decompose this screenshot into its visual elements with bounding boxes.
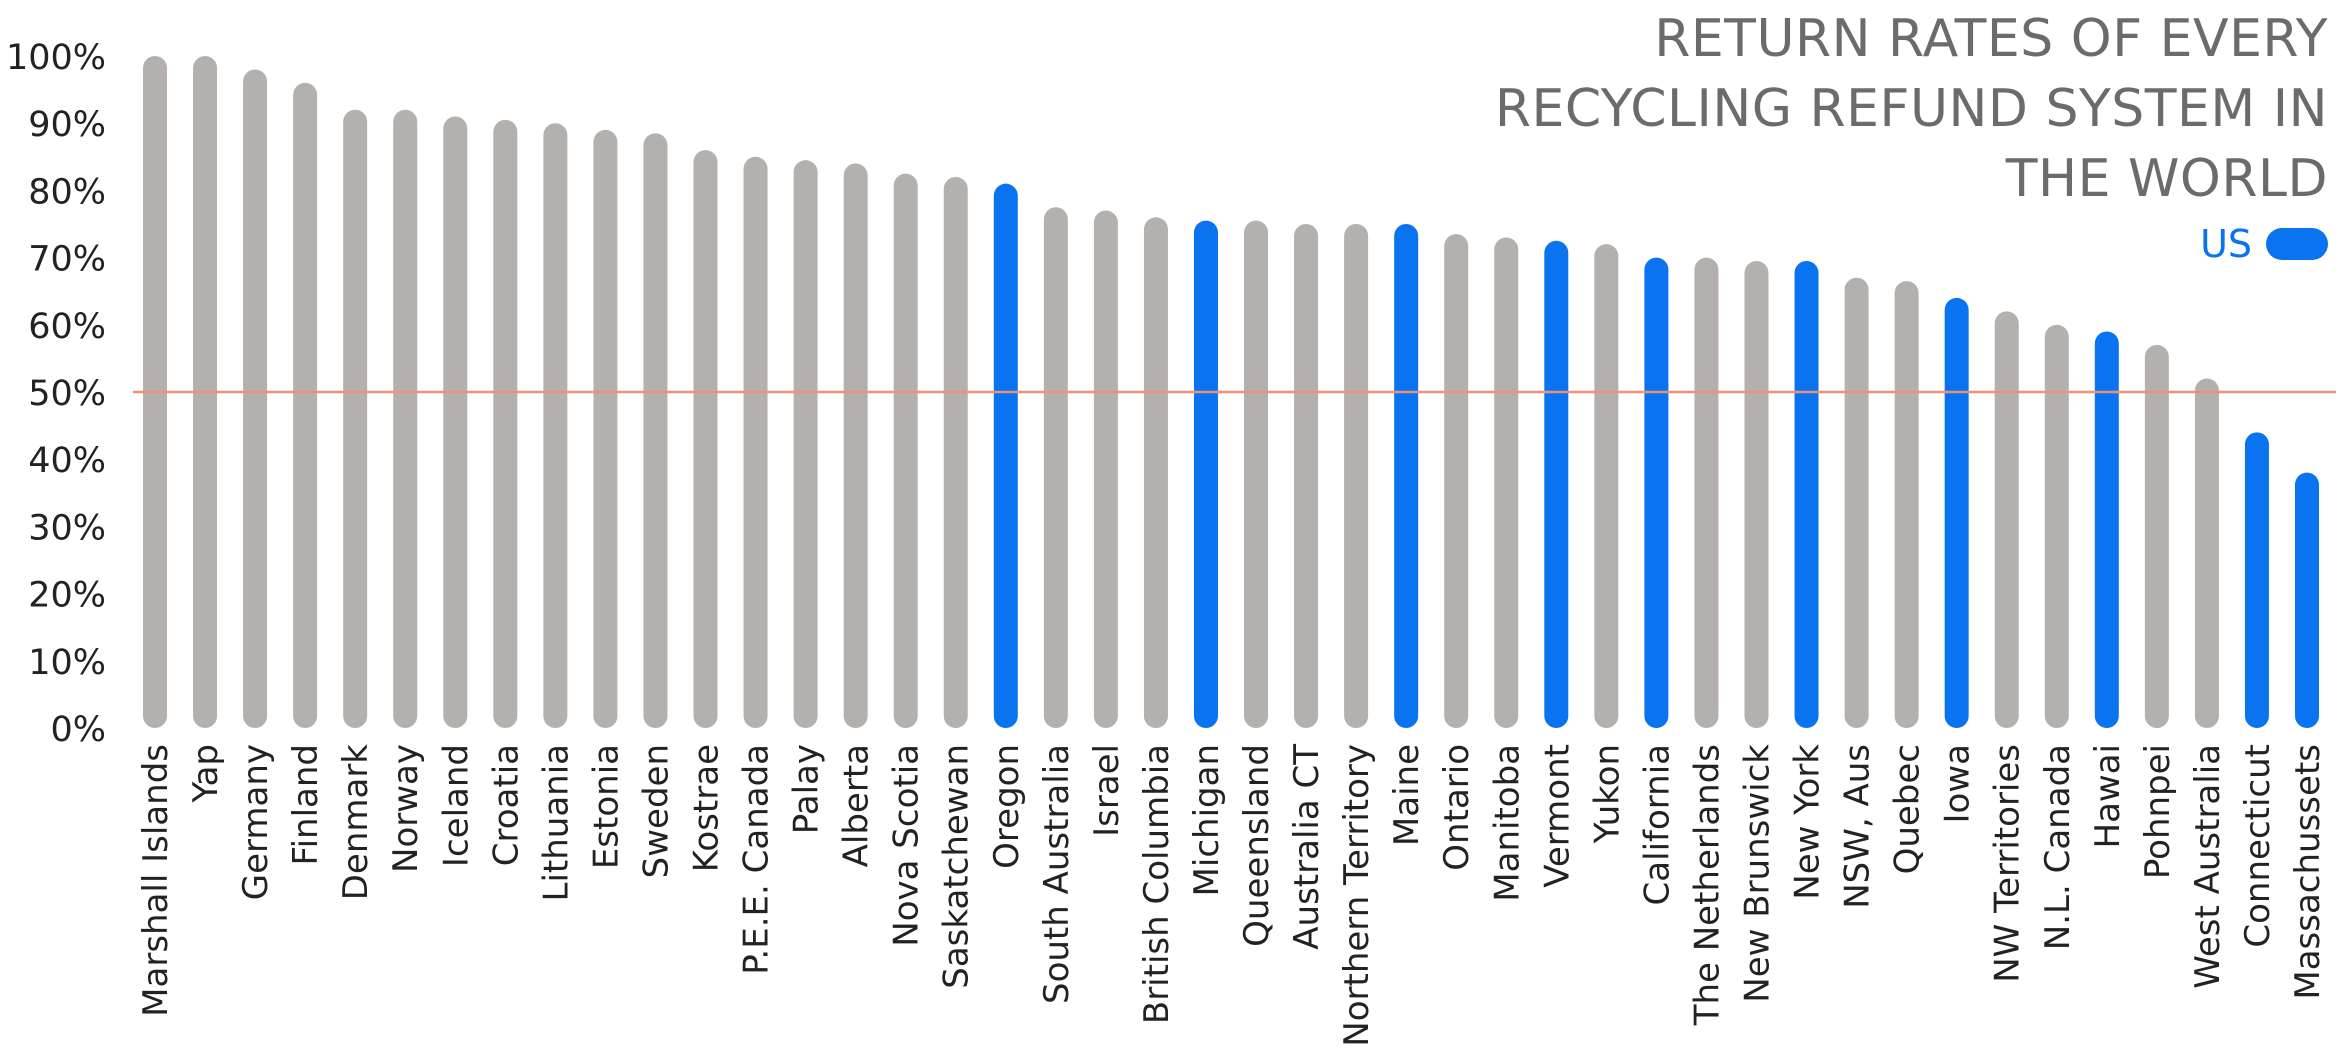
title-line-1: RETURN RATES OF EVERY [1654, 9, 2328, 69]
y-tick-label: 30% [28, 508, 106, 548]
x-tick-label: Manitoba [1487, 744, 1527, 902]
y-tick-label: 90% [28, 105, 106, 145]
y-tick-label: 70% [28, 240, 106, 280]
x-tick-label: The Netherlands [1687, 744, 1727, 1026]
x-tick-label: Marshall Islands [136, 744, 176, 1017]
x-tick-label: Palay [787, 744, 827, 834]
x-tick-label: Alberta [837, 744, 877, 867]
x-tick-label: Oregon [987, 744, 1027, 869]
chart-title: RETURN RATES OF EVERY RECYCLING REFUND S… [1428, 4, 2328, 214]
x-tick-label: Lithuania [536, 744, 576, 901]
y-tick-label: 80% [28, 172, 106, 212]
x-tick-label: Massachussets [2288, 744, 2328, 1000]
x-tick-label: N.L. Canada [2038, 744, 2078, 950]
x-tick-label: Estonia [586, 744, 626, 869]
y-tick-label: 100% [6, 38, 106, 78]
legend-swatch-us [2266, 228, 2328, 260]
x-tick-label: Pohnpei [2138, 744, 2178, 879]
x-axis: Marshall Islands Yap Germany Finland Denmark… [136, 744, 2328, 1047]
x-tick-label: Yukon [1587, 744, 1627, 844]
x-tick-label: NW Territories [1988, 744, 2028, 983]
x-tick-label: Kostrae [687, 744, 727, 872]
x-tick-label: Israel [1087, 744, 1127, 837]
x-tick-label: Germany [236, 744, 276, 900]
x-tick-label: Ontario [1437, 744, 1477, 871]
x-tick-label: New York [1788, 744, 1828, 900]
title-line-3: THE WORLD [2005, 149, 2328, 209]
x-tick-label: West Australia [2188, 744, 2228, 989]
x-tick-label: Saskatchewan [937, 744, 977, 989]
x-tick-label: Finland [286, 744, 326, 866]
y-axis: 0% 10% 20% 30% 40% 50% 60% 70% 80% 90% 100% [6, 38, 106, 750]
x-tick-label: Quebec [1888, 744, 1928, 874]
y-tick-label: 0% [50, 710, 106, 750]
x-tick-label: South Australia [1037, 744, 1077, 1004]
x-tick-label: Northern Territory [1337, 744, 1377, 1047]
x-tick-label: Hawai [2088, 744, 2128, 849]
y-tick-label: 10% [28, 643, 106, 683]
x-tick-label: Michigan [1187, 744, 1227, 896]
x-tick-label: P.E.E. Canada [737, 744, 777, 975]
x-tick-label: California [1637, 744, 1677, 905]
x-tick-label: New Brunswick [1737, 744, 1777, 1003]
x-tick-label: Iceland [436, 744, 476, 867]
x-tick-label: Norway [386, 744, 426, 873]
x-tick-label: Maine [1387, 744, 1427, 846]
title-line-2: RECYCLING REFUND SYSTEM IN [1494, 79, 2328, 139]
x-tick-label: Australia CT [1287, 744, 1327, 950]
x-tick-label: Croatia [486, 744, 526, 866]
y-tick-label: 20% [28, 576, 106, 616]
x-tick-label: Connecticut [2238, 744, 2278, 948]
y-tick-label: 60% [28, 307, 106, 347]
x-tick-label: British Columbia [1137, 744, 1177, 1024]
x-tick-label: Yap [186, 744, 226, 804]
x-tick-label: NSW, Aus [1838, 744, 1878, 909]
x-tick-label: Nova Scotia [887, 744, 927, 947]
legend: US [2200, 222, 2328, 266]
y-tick-label: 40% [28, 441, 106, 481]
legend-label-us: US [2200, 222, 2252, 266]
x-tick-label: Sweden [636, 744, 676, 878]
bars [143, 56, 2319, 728]
x-tick-label: Iowa [1938, 744, 1978, 823]
x-tick-label: Vermont [1537, 744, 1577, 888]
y-tick-label: 50% [28, 374, 106, 414]
x-tick-label: Denmark [336, 744, 376, 901]
x-tick-label: Queensland [1237, 744, 1277, 947]
